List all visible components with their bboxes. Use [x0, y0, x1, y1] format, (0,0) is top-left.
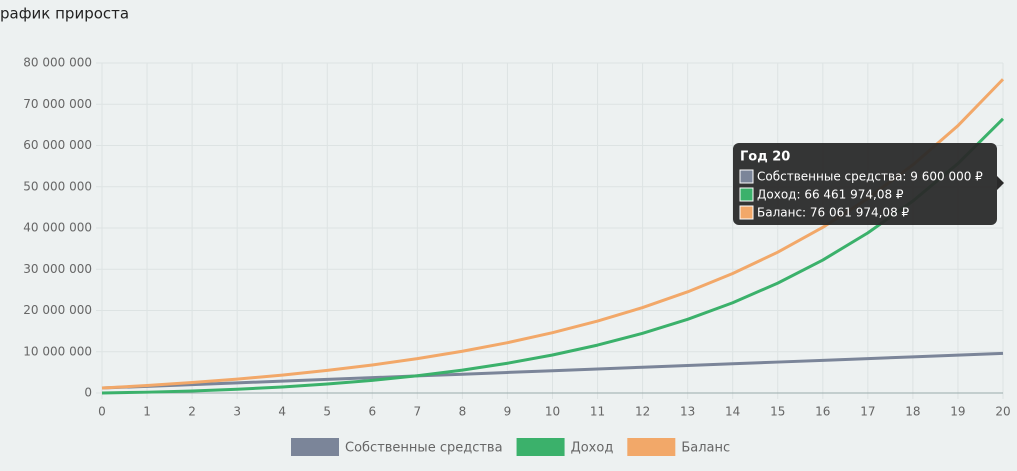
y-tick-label: 50 000 000: [23, 179, 92, 193]
x-tick-label: 13: [680, 405, 695, 419]
x-tick-label: 11: [590, 405, 605, 419]
x-tick-label: 1: [143, 405, 151, 419]
tooltip-box: [733, 143, 997, 225]
series-line: [101, 117, 1005, 395]
chart-title: рафик прироста: [0, 5, 129, 23]
y-tick-label: 0: [84, 386, 92, 400]
legend-swatch: [627, 438, 676, 456]
x-tick-label: 4: [278, 405, 286, 419]
tooltip-swatch: [739, 169, 754, 184]
legend-label: Баланс: [681, 441, 730, 456]
x-tick-label: 10: [545, 405, 560, 419]
tooltip-item: Доход: 66 461 974,08 ₽: [757, 188, 904, 202]
legend-swatch: [291, 438, 339, 456]
tooltip: Год 20 Собственные средства: 9 600 000 ₽ Д…: [733, 143, 1004, 225]
legend-label: Собственные средства: [345, 441, 503, 456]
y-tick-label: 60 000 000: [23, 138, 92, 152]
x-tick-label: 18: [905, 405, 920, 419]
x-tick-label: 7: [414, 405, 422, 419]
x-tick-label: 0: [98, 405, 106, 419]
x-tick-label: 3: [233, 405, 241, 419]
x-tick-label: 9: [504, 405, 512, 419]
tooltip-title: Год 20: [740, 150, 790, 165]
tooltip-item: Собственные средства: 9 600 000 ₽: [757, 170, 983, 184]
tooltip-arrow: [997, 176, 1004, 190]
x-tick-label: 12: [635, 405, 650, 419]
x-tick-label: 5: [323, 405, 331, 419]
legend-swatch: [516, 438, 565, 456]
x-tick-label: 2: [188, 405, 196, 419]
y-tick-label: 10 000 000: [23, 344, 92, 358]
y-tick-label: 40 000 000: [23, 221, 92, 235]
y-tick-label: 20 000 000: [23, 303, 92, 317]
tooltip-swatch: [739, 205, 754, 220]
x-tick-label: 6: [368, 405, 376, 419]
y-tick-label: 80 000 000: [23, 56, 92, 70]
y-tick-label: 30 000 000: [23, 262, 92, 276]
tooltip-item: Баланс: 76 061 974,08 ₽: [757, 206, 910, 220]
series-line: [101, 351, 1004, 390]
x-tick-label: 14: [725, 405, 740, 419]
x-tick-label: 19: [950, 405, 965, 419]
tooltip-swatch: [739, 187, 754, 202]
legend-label: Доход: [571, 441, 614, 456]
x-tick-label: 16: [815, 405, 830, 419]
x-tick-label: 8: [459, 405, 467, 419]
y-tick-label: 70 000 000: [23, 97, 92, 111]
x-tick-label: 17: [860, 405, 875, 419]
x-tick-label: 20: [995, 405, 1010, 419]
x-tick-label: 15: [770, 405, 785, 419]
